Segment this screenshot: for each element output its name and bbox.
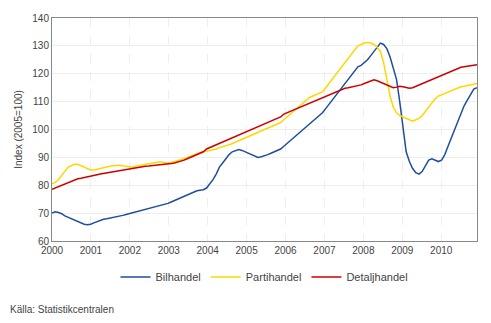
svg-text:80: 80 (38, 180, 50, 191)
svg-text:2006: 2006 (274, 245, 297, 256)
svg-text:2007: 2007 (313, 245, 336, 256)
svg-text:120: 120 (32, 68, 49, 79)
svg-text:60: 60 (38, 236, 50, 247)
svg-text:2004: 2004 (197, 245, 220, 256)
svg-text:90: 90 (38, 152, 50, 163)
svg-text:2005: 2005 (235, 245, 258, 256)
svg-text:2010: 2010 (430, 245, 453, 256)
svg-text:Partihandel: Partihandel (246, 271, 302, 283)
svg-text:Detaljhandel: Detaljhandel (346, 271, 407, 283)
svg-text:Källa: Statistikcentralen: Källa: Statistikcentralen (10, 304, 114, 315)
svg-text:Index (2005=100): Index (2005=100) (13, 90, 24, 169)
svg-text:Bilhandel: Bilhandel (156, 271, 201, 283)
svg-text:2009: 2009 (391, 245, 414, 256)
svg-text:110: 110 (33, 96, 49, 107)
svg-text:100: 100 (32, 124, 49, 135)
svg-text:2000: 2000 (41, 245, 64, 256)
svg-text:2001: 2001 (80, 245, 103, 256)
svg-text:2002: 2002 (119, 245, 142, 256)
svg-text:2003: 2003 (158, 245, 181, 256)
svg-text:130: 130 (32, 40, 49, 51)
svg-text:140: 140 (32, 13, 49, 24)
svg-text:2008: 2008 (352, 245, 375, 256)
svg-text:70: 70 (38, 208, 50, 219)
